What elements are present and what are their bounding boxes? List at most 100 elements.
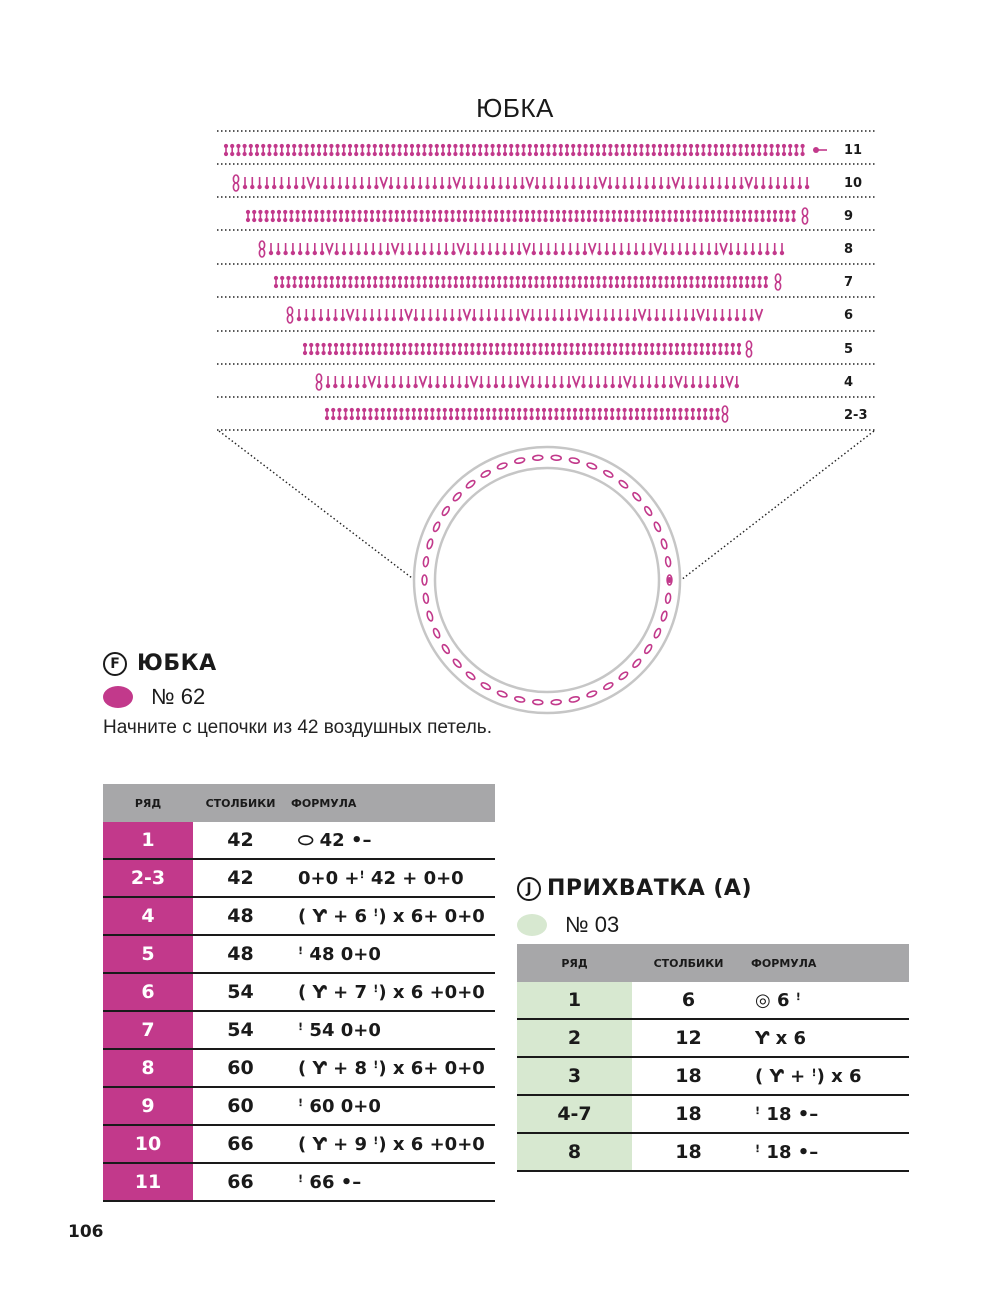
stitch-stem-icon (425, 184, 430, 190)
single-crochet-icon (701, 275, 706, 281)
stitch-stem-icon (345, 184, 350, 190)
single-crochet-icon (298, 143, 303, 149)
chain-loop-icon (586, 462, 598, 470)
single-crochet-icon (397, 143, 402, 149)
single-crochet-icon (467, 415, 472, 421)
stitch-stem-icon (617, 383, 623, 389)
single-crochet-icon (521, 275, 527, 281)
page-number: 106 (68, 1222, 104, 1242)
single-crochet-icon (647, 415, 652, 421)
row-number-cell: 11 (103, 1163, 193, 1202)
single-crochet-icon (695, 151, 700, 157)
single-crochet-icon (453, 143, 458, 149)
single-crochet-icon (732, 283, 737, 289)
chain-loop-icon (568, 457, 581, 464)
increase-stitch-icon (622, 375, 632, 389)
stitch-stem-icon (566, 383, 572, 389)
single-crochet-icon (631, 350, 636, 356)
single-crochet-icon (366, 283, 372, 289)
single-crochet-icon (438, 217, 443, 223)
single-crochet-icon (391, 143, 396, 149)
stitch-stem-icon (739, 184, 744, 190)
single-crochet-icon (502, 143, 508, 149)
single-crochet-icon (464, 350, 469, 356)
stitch-stem-icon (530, 383, 535, 389)
single-crochet-icon (603, 415, 609, 421)
single-crochet-icon (357, 217, 362, 223)
single-crochet-icon (388, 209, 393, 215)
stitch-stem-icon (304, 316, 309, 322)
single-crochet-icon (469, 217, 474, 223)
row-label: 11 (844, 143, 863, 158)
row-number-cell: 2-3 (103, 859, 193, 898)
single-crochet-icon (279, 151, 284, 157)
single-crochet-icon (633, 143, 638, 149)
single-crochet-icon (399, 407, 404, 413)
stitch-stem-icon (377, 316, 382, 322)
single-crochet-icon (588, 350, 593, 356)
table-row: 7 54 ꜝ 54 0+0 (103, 1011, 495, 1050)
stitch-stem-icon (333, 383, 338, 389)
stitch-stem-icon (761, 184, 766, 190)
single-crochet-icon (548, 415, 553, 421)
single-crochet-icon (579, 415, 584, 421)
single-crochet-icon (512, 209, 517, 215)
single-crochet-icon (326, 209, 331, 215)
stitch-stem-icon (779, 250, 785, 256)
single-crochet-icon (683, 283, 688, 289)
stitch-stem-icon (512, 184, 518, 190)
single-crochet-icon (603, 407, 609, 413)
single-crochet-icon (577, 275, 582, 281)
single-crochet-icon (788, 151, 793, 157)
single-crochet-icon (315, 350, 320, 356)
single-crochet-icon (537, 217, 542, 223)
single-crochet-icon (579, 407, 584, 413)
single-crochet-icon (386, 407, 392, 413)
single-crochet-icon (614, 143, 619, 149)
single-crochet-icon (718, 350, 723, 356)
single-crochet-icon (699, 342, 704, 348)
stitch-stem-icon (632, 383, 637, 389)
single-crochet-icon (569, 342, 574, 348)
single-crochet-icon (280, 275, 285, 281)
increase-stitch-icon (525, 176, 535, 190)
skirt-yarn: № 62 (103, 684, 205, 710)
single-crochet-icon (329, 275, 334, 281)
single-crochet-icon (614, 151, 619, 157)
single-crochet-icon (363, 217, 368, 223)
single-crochet-icon (501, 342, 506, 348)
slip-stitch-icon (813, 147, 819, 153)
single-crochet-icon (695, 143, 700, 149)
single-crochet-icon (540, 283, 545, 289)
single-crochet-icon (484, 275, 489, 281)
single-crochet-icon (665, 415, 671, 421)
stitch-stem-icon (326, 316, 331, 322)
single-crochet-icon (736, 342, 742, 348)
stitch-count-cell: 66 (193, 1125, 288, 1164)
single-crochet-icon (376, 217, 381, 223)
single-crochet-icon (323, 283, 328, 289)
stitch-stem-icon (472, 316, 477, 322)
single-crochet-icon (723, 209, 728, 215)
stitch-stem-icon (531, 250, 536, 256)
single-crochet-icon (273, 275, 279, 281)
single-crochet-icon (583, 143, 588, 149)
stitch-stem-icon (410, 184, 416, 190)
single-crochet-icon (667, 217, 672, 223)
single-crochet-icon (562, 217, 567, 223)
stitch-stem-icon (340, 316, 345, 322)
increase-stitch-icon (719, 242, 728, 256)
single-crochet-icon (656, 350, 661, 356)
dotted-guide-line (680, 430, 875, 581)
single-crochet-icon (280, 283, 285, 289)
single-crochet-icon (600, 342, 605, 348)
yarn-swatch-icon (103, 686, 133, 708)
single-crochet-icon (532, 350, 537, 356)
chain-stitch-icon (721, 413, 729, 423)
increase-stitch-icon (404, 308, 413, 322)
chain-loop-icon (480, 682, 492, 691)
stitch-stem-icon (406, 383, 411, 389)
single-crochet-icon (279, 143, 284, 149)
single-crochet-icon (558, 151, 563, 157)
single-crochet-icon (450, 209, 455, 215)
